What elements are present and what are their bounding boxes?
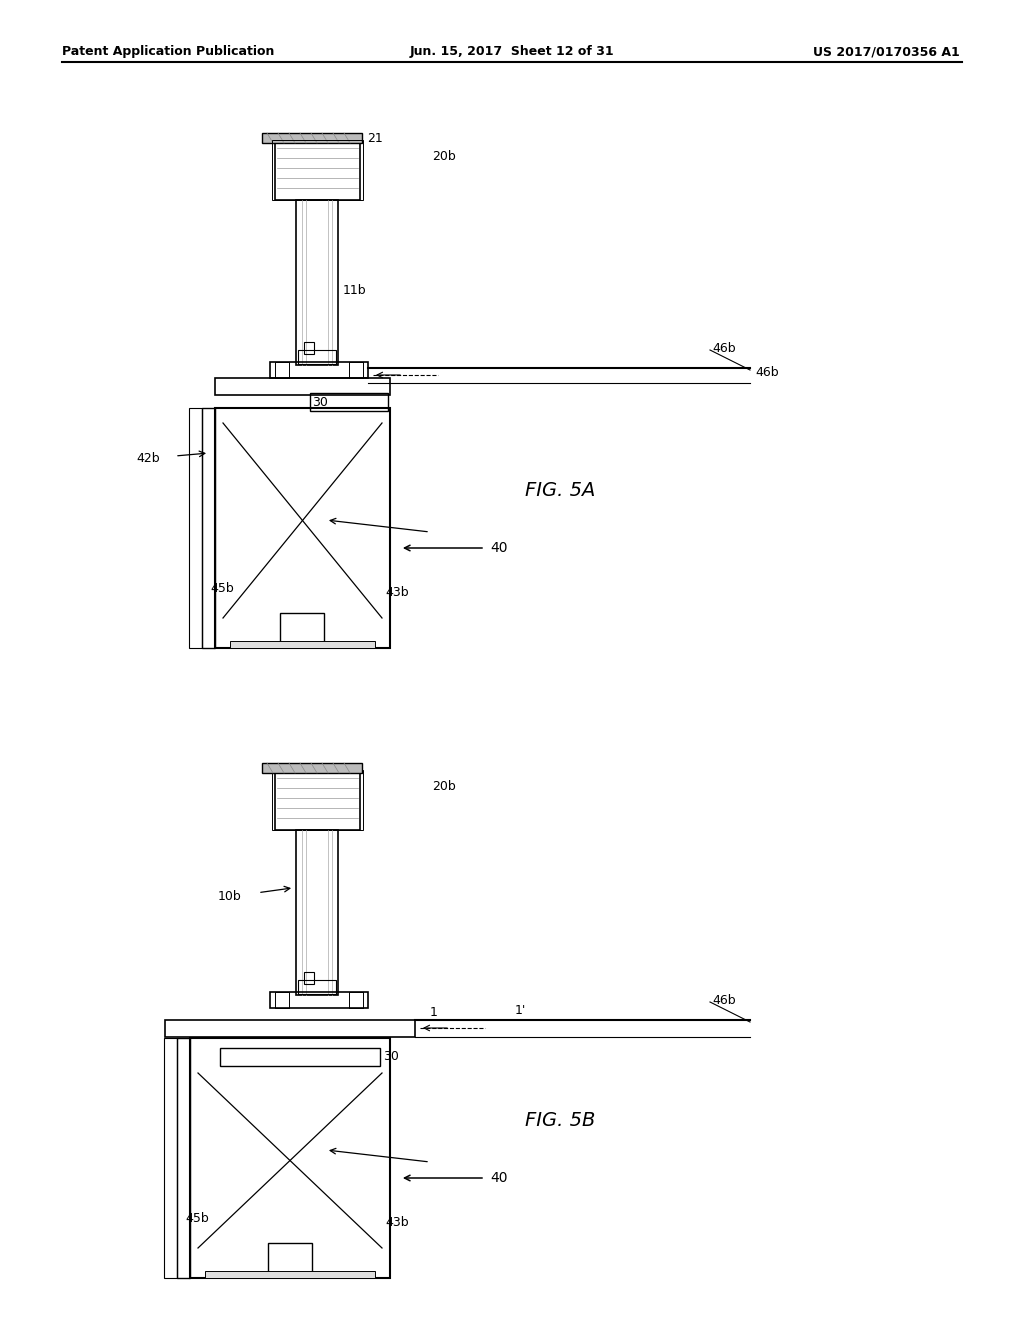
Text: 46b: 46b xyxy=(755,366,778,379)
Bar xyxy=(275,993,289,1008)
Bar xyxy=(310,393,388,411)
Text: 30: 30 xyxy=(383,1051,399,1064)
Text: 43b: 43b xyxy=(385,586,409,599)
Bar xyxy=(268,1243,312,1272)
Bar xyxy=(190,1038,390,1278)
Bar xyxy=(349,362,362,378)
Text: 11b: 11b xyxy=(343,284,367,297)
Text: 20b: 20b xyxy=(432,780,456,792)
Bar xyxy=(230,642,375,648)
Bar xyxy=(275,362,289,378)
Text: 20b: 20b xyxy=(432,149,456,162)
Text: 40: 40 xyxy=(490,1171,508,1185)
Bar xyxy=(177,1038,190,1278)
Text: 43b: 43b xyxy=(385,1217,409,1229)
Bar xyxy=(215,378,390,395)
Text: 1': 1' xyxy=(515,1003,526,1016)
Bar xyxy=(275,140,360,201)
Text: 1: 1 xyxy=(430,1006,438,1019)
Bar xyxy=(220,1048,380,1067)
Text: Jun. 15, 2017  Sheet 12 of 31: Jun. 15, 2017 Sheet 12 of 31 xyxy=(410,45,614,58)
Bar xyxy=(165,1020,415,1038)
Text: FIG. 5A: FIG. 5A xyxy=(525,480,595,499)
Bar xyxy=(280,612,324,643)
Bar xyxy=(296,201,338,366)
Bar xyxy=(298,350,336,364)
Text: 21: 21 xyxy=(367,132,383,144)
Bar xyxy=(215,408,390,648)
Text: Patent Application Publication: Patent Application Publication xyxy=(62,45,274,58)
Bar xyxy=(349,993,362,1008)
Text: 46b: 46b xyxy=(712,994,735,1006)
Bar xyxy=(270,362,368,378)
Text: 10b: 10b xyxy=(217,890,241,903)
Bar xyxy=(296,830,338,995)
Text: 42b: 42b xyxy=(136,451,160,465)
Text: 30: 30 xyxy=(312,396,328,408)
Bar xyxy=(262,133,362,143)
Text: 45b: 45b xyxy=(210,582,233,594)
Bar xyxy=(205,1271,375,1278)
Bar xyxy=(270,993,368,1008)
Bar xyxy=(298,979,336,994)
Bar xyxy=(304,342,314,354)
Bar xyxy=(262,763,362,774)
Bar xyxy=(164,1038,177,1278)
Bar xyxy=(304,972,314,983)
Text: US 2017/0170356 A1: US 2017/0170356 A1 xyxy=(813,45,961,58)
Text: 46b: 46b xyxy=(712,342,735,355)
Bar xyxy=(202,408,215,648)
Bar xyxy=(189,408,202,648)
Bar xyxy=(275,770,360,830)
Text: 45b: 45b xyxy=(185,1212,209,1225)
Bar xyxy=(272,770,362,830)
Text: 40: 40 xyxy=(490,541,508,554)
Text: FIG. 5B: FIG. 5B xyxy=(525,1110,595,1130)
Bar xyxy=(272,140,362,201)
